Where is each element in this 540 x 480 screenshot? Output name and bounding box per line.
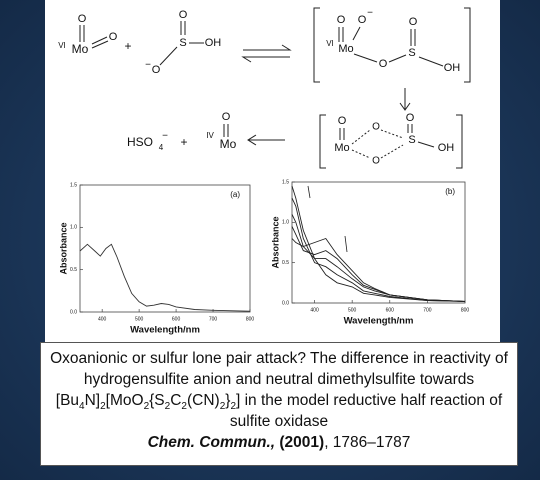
scheme-label: IV: [206, 131, 214, 140]
scheme-label: +: [124, 39, 131, 53]
x-tick-label: 800: [246, 316, 255, 322]
scheme-label: OH: [438, 142, 455, 154]
x-tick-label: 800: [461, 307, 470, 313]
y-tick-label: 1.0: [70, 225, 77, 231]
scheme-label: −: [145, 60, 151, 71]
scheme-label: O: [109, 31, 118, 43]
plot-frame: [79, 184, 251, 313]
caption-box: Oxoanionic or sulfur lone pair attack? T…: [40, 342, 518, 466]
y-tick-label: 0.5: [282, 260, 289, 266]
scheme-label: O: [337, 14, 346, 26]
chart: 0.0 0.5 1.0 1.5 400 500 600 700 800 (b) Wavelength…: [270, 179, 469, 326]
scheme-label: O: [372, 122, 380, 133]
journal: Chem. Commun.,: [147, 434, 276, 451]
y-tick-label: 0.0: [70, 309, 77, 315]
scheme-label: O: [409, 16, 418, 28]
scheme-label: 4: [159, 143, 164, 152]
caption-text: Oxoanionic or sulfur lone pair attack? T…: [50, 350, 508, 430]
scheme-label: −: [367, 8, 373, 19]
scheme-bonds: [79, 7, 471, 169]
scheme-label: S: [408, 47, 415, 59]
spectrum-line: [291, 197, 466, 302]
x-tick-label: 500: [348, 307, 357, 313]
scheme-label: O: [222, 111, 231, 123]
plot-frame: [291, 181, 466, 304]
charts: 0.0 0.5 1.0 1.5 400 500 600 700 800 (a) Wavelength…: [58, 179, 469, 335]
scheme-label: Mo: [220, 137, 237, 151]
scheme-label: O: [379, 58, 388, 70]
scheme-label: OH: [205, 37, 222, 49]
pages: , 1786–1787: [324, 434, 411, 451]
spectrum-line: [291, 237, 466, 302]
figure-panel: [45, 0, 500, 342]
year: (2001): [275, 434, 325, 451]
x-tick-label: 400: [310, 307, 319, 313]
scheme-label: −: [162, 131, 168, 142]
scheme-label: Mo: [334, 142, 349, 154]
scheme-label: O: [406, 112, 415, 124]
scheme-label: O: [78, 13, 87, 25]
scheme-label: VI: [326, 39, 334, 48]
scheme-label: S: [408, 134, 415, 146]
chart-annotations: [307, 185, 348, 253]
chart-label: (a): [230, 190, 240, 199]
y-axis-label: Absorbance: [270, 216, 280, 268]
x-tick-label: 600: [386, 307, 395, 313]
x-tick-label: 600: [172, 316, 181, 322]
y-tick-label: 0.5: [70, 267, 77, 273]
scheme-label: HSO: [127, 135, 153, 149]
x-tick-label: 700: [423, 307, 432, 313]
chart: 0.0 0.5 1.0 1.5 400 500 600 700 800 (a) Wavelength…: [58, 182, 254, 335]
x-tick-label: 400: [98, 316, 107, 322]
x-axis-label: Wavelength/nm: [130, 325, 200, 336]
scheme-label: O: [372, 156, 380, 167]
scheme-label: S: [179, 37, 186, 49]
scheme-label: OH: [444, 62, 461, 74]
scheme-label: O: [152, 64, 161, 76]
scheme-label: O: [358, 14, 367, 26]
y-tick-label: 1.5: [282, 179, 289, 185]
scheme-label: Mo: [72, 42, 89, 56]
scheme-label: Mo: [338, 43, 353, 55]
x-axis-label: Wavelength/nm: [344, 316, 414, 327]
y-tick-label: 1.0: [282, 220, 289, 226]
x-tick-label: 700: [209, 316, 218, 322]
y-tick-label: 1.5: [70, 182, 77, 188]
scheme-label: +: [180, 135, 187, 149]
scheme-label: O: [179, 9, 188, 21]
y-tick-label: 0.0: [282, 300, 289, 306]
x-tick-label: 500: [135, 316, 144, 322]
spectrum-line: [291, 185, 466, 302]
scheme-label: O: [338, 115, 347, 127]
y-axis-label: Absorbance: [58, 222, 68, 274]
chart-label: (b): [445, 187, 455, 196]
spectrum-line: [79, 243, 251, 312]
scheme-label: VI: [58, 41, 66, 50]
